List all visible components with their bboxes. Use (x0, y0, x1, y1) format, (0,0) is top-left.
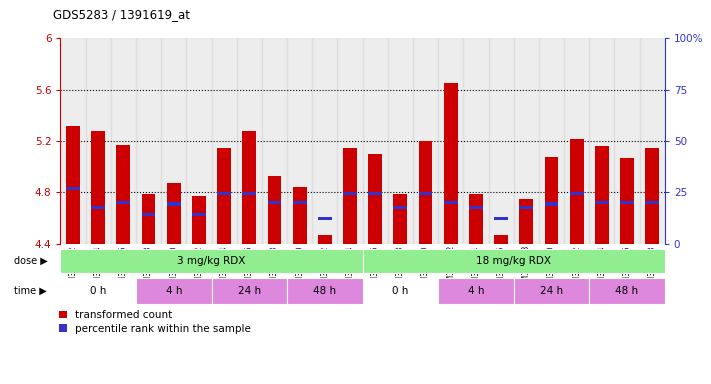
Bar (419, 141, 432, 244)
Bar (343, 147, 357, 244)
Bar (519, 199, 533, 244)
Bar (85, 38, 111, 244)
Text: 48 h: 48 h (314, 286, 336, 296)
Bar (589, 278, 665, 304)
Bar (545, 202, 558, 206)
Bar (393, 194, 407, 244)
Bar (438, 278, 514, 304)
Text: time ▶: time ▶ (14, 286, 47, 296)
Bar (212, 278, 287, 304)
Bar (413, 38, 438, 244)
Bar (312, 38, 338, 244)
Bar (267, 176, 282, 244)
Bar (60, 249, 363, 273)
Bar (494, 217, 508, 220)
Bar (111, 38, 136, 244)
Text: 18 mg/kg RDX: 18 mg/kg RDX (476, 256, 551, 266)
Bar (589, 38, 614, 244)
Bar (237, 38, 262, 244)
Bar (318, 217, 332, 220)
Text: 24 h: 24 h (237, 286, 261, 296)
Bar (287, 278, 363, 304)
Bar (66, 187, 80, 190)
Bar (242, 192, 256, 195)
Bar (545, 157, 558, 244)
Bar (293, 187, 306, 244)
Bar (469, 206, 483, 210)
Bar (167, 184, 181, 244)
Bar (167, 202, 181, 206)
Bar (564, 38, 589, 244)
Bar (514, 38, 539, 244)
Bar (60, 278, 136, 304)
Bar (368, 154, 382, 244)
Bar (91, 131, 105, 244)
Bar (387, 38, 413, 244)
Bar (469, 194, 483, 244)
Legend: transformed count, percentile rank within the sample: transformed count, percentile rank withi… (58, 311, 251, 334)
Bar (343, 192, 357, 195)
Bar (287, 38, 312, 244)
Text: 4 h: 4 h (166, 286, 182, 296)
Bar (640, 38, 665, 244)
Bar (66, 126, 80, 244)
Text: 4 h: 4 h (468, 286, 484, 296)
Bar (646, 147, 659, 244)
Bar (217, 147, 231, 244)
Bar (91, 206, 105, 210)
Bar (614, 38, 640, 244)
Bar (620, 158, 634, 244)
Bar (117, 145, 130, 244)
Bar (419, 192, 432, 195)
Bar (212, 38, 237, 244)
Bar (438, 38, 464, 244)
Bar (242, 131, 256, 244)
Bar (267, 201, 282, 204)
Bar (570, 192, 584, 195)
Text: dose ▶: dose ▶ (14, 256, 48, 266)
Bar (363, 278, 438, 304)
Bar (393, 206, 407, 210)
Bar (136, 278, 212, 304)
Bar (363, 38, 387, 244)
Bar (141, 213, 156, 216)
Bar (488, 38, 514, 244)
Bar (444, 83, 458, 244)
Bar (262, 38, 287, 244)
Bar (293, 201, 306, 204)
Bar (646, 201, 659, 204)
Bar (539, 38, 564, 244)
Text: 0 h: 0 h (90, 286, 107, 296)
Text: 48 h: 48 h (616, 286, 638, 296)
Bar (368, 192, 382, 195)
Bar (117, 201, 130, 204)
Bar (363, 249, 665, 273)
Bar (514, 278, 589, 304)
Text: GDS5283 / 1391619_at: GDS5283 / 1391619_at (53, 8, 191, 21)
Bar (186, 38, 212, 244)
Bar (217, 192, 231, 195)
Bar (595, 146, 609, 244)
Bar (192, 196, 206, 244)
Bar (570, 139, 584, 244)
Bar (444, 201, 458, 204)
Bar (136, 38, 161, 244)
Bar (519, 206, 533, 210)
Text: 0 h: 0 h (392, 286, 409, 296)
Bar (494, 235, 508, 244)
Bar (595, 201, 609, 204)
Bar (161, 38, 186, 244)
Text: 24 h: 24 h (540, 286, 563, 296)
Bar (338, 38, 363, 244)
Bar (192, 213, 206, 216)
Bar (620, 201, 634, 204)
Bar (464, 38, 488, 244)
Bar (141, 194, 156, 244)
Text: 3 mg/kg RDX: 3 mg/kg RDX (177, 256, 246, 266)
Bar (318, 235, 332, 244)
Bar (60, 38, 85, 244)
